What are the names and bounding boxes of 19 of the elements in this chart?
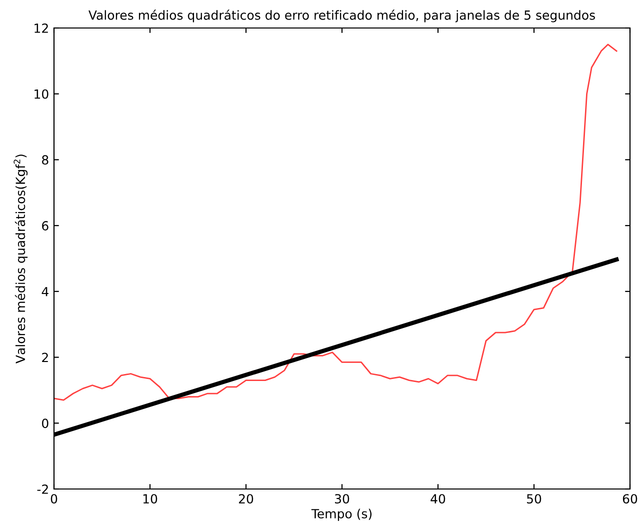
y-tick-label: -2 — [37, 484, 48, 494]
y-tick-label: 2 — [42, 352, 48, 362]
x-tick-label: 60 — [622, 494, 638, 504]
y-tick-label: 10 — [34, 89, 48, 99]
x-tick-label: 10 — [143, 494, 158, 504]
x-tick-label: 20 — [238, 494, 254, 504]
y-tick-label: 12 — [34, 23, 48, 33]
x-tick-label: 30 — [335, 494, 350, 504]
x-tick-label: 0 — [50, 494, 58, 504]
y-tick-label: 4 — [42, 287, 48, 296]
x-tick-label: 40 — [430, 494, 446, 504]
x-tick-label: 50 — [527, 494, 542, 504]
chart-title: Valores médios quadráticos do erro retificado médio, para janelas de 5 segundos — [88, 10, 595, 22]
y-axis-title: Valores médios quadráticos(Kgf$^{2}$) — [14, 154, 28, 364]
y-tick-label: 0 — [42, 418, 48, 428]
y-tick-label: 6 — [42, 221, 48, 230]
x-axis-title: Tempo (s) — [311, 508, 372, 521]
line-series — [54, 44, 618, 401]
y-tick-label: 8 — [42, 155, 48, 165]
